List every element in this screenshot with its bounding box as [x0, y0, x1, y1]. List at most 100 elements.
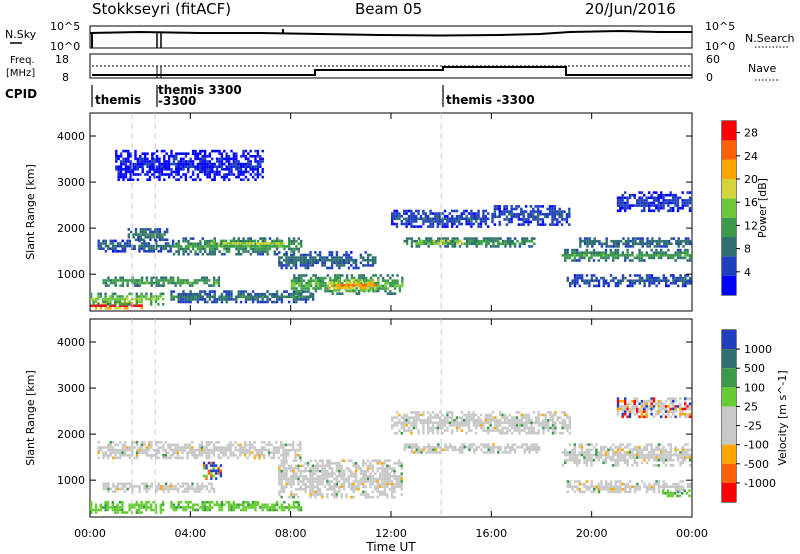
power-band-5 [127, 228, 169, 242]
velocity-colorbar-swatch-2 [722, 368, 736, 388]
plot-title: Stokkseyri (fitACF) [92, 0, 231, 18]
velocity-ylabel: Slant Range [km] [24, 370, 37, 466]
power-ylabel: Slant Range [km] [24, 164, 37, 260]
power-ytick-1: 2000 [57, 222, 85, 235]
cpid-label: CPID [5, 87, 37, 101]
velocity-band-5 [403, 443, 541, 454]
noise-tick-bottom-left: 10^0 [50, 40, 80, 53]
power-band-15 [561, 248, 692, 262]
freq-panel: Freq. [MHz] 18 8 60 0 Nave [6, 53, 780, 84]
noise-left-label: N.Sky [5, 28, 37, 41]
velocity-ytick-3: 4000 [57, 336, 85, 349]
power-band-4 [97, 239, 175, 253]
velocity-band-1 [170, 500, 303, 512]
nave-tick-top: 60 [706, 53, 720, 66]
power-colorbar-label: Power [dB] [756, 178, 769, 238]
velocity-colorbar-swatch-3 [722, 387, 736, 407]
freq-tick-bottom: 8 [62, 71, 69, 84]
nave-label: Nave [748, 62, 776, 75]
velocity-colorbar-swatch-4 [722, 406, 736, 426]
x-tick-4: 16:00 [475, 527, 507, 540]
power-band-8 [278, 251, 377, 270]
power-band-2 [102, 276, 221, 287]
velocity-colorbar-label: Velocity [m s^-1] [776, 370, 789, 465]
power-band-18 [616, 191, 692, 213]
velocity-ytick-1: 2000 [57, 428, 85, 441]
x-axis-label: Time UT [365, 540, 416, 554]
velocity-band-11 [202, 461, 223, 480]
velocity-colorbar-tick-2: 100 [744, 381, 765, 394]
velocity-band-3 [97, 441, 302, 460]
velocity-band-8 [566, 480, 692, 494]
power-colorbar-tick-1: 8 [744, 243, 751, 256]
velocity-band-9 [616, 397, 692, 419]
power-colorbar-swatch-1 [722, 256, 736, 276]
noise-tick-top-right: 10^5 [705, 20, 735, 33]
freq-label: Freq. [10, 55, 35, 66]
velocity-band-10 [661, 489, 691, 498]
cpid-entry-3: -3300 [158, 94, 196, 108]
noise-tick-top-left: 10^5 [50, 20, 80, 33]
power-colorbar-tick-5: 24 [744, 150, 758, 163]
velocity-colorbar-swatch-1 [722, 349, 736, 369]
velocity-colorbar-swatch-0 [722, 330, 736, 350]
power-ytick-0: 1000 [57, 268, 85, 281]
velocity-band-2 [102, 482, 216, 493]
power-band-1 [90, 292, 165, 306]
noise-trace [89, 29, 692, 37]
x-tick-2: 08:00 [275, 527, 307, 540]
power-colorbar-swatch-8 [722, 121, 736, 141]
velocity-panel: 1000 2000 3000 4000 Slant Range [km] 1000 50… [24, 318, 789, 518]
power-band-13 [391, 209, 490, 228]
x-tick-1: 04:00 [174, 527, 206, 540]
power-colorbar-swatch-2 [722, 237, 736, 257]
velocity-colorbar-tick-0: 1000 [744, 343, 772, 356]
velocity-colorbar-tick-3: 25 [744, 400, 758, 413]
velocity-colorbar-tick-5: -100 [744, 439, 769, 452]
freq-unit-label: [MHz] [6, 68, 35, 79]
power-ytick-2: 3000 [57, 176, 85, 189]
date-label: 20/Jun/2016 [585, 0, 676, 18]
velocity-colorbar-swatch-6 [722, 444, 736, 464]
noise-tick-bottom-right: 10^0 [705, 40, 735, 53]
freq-trace [92, 66, 692, 76]
cpid-panel: CPID themis themis 3300 -3300 themis -33… [5, 83, 535, 108]
cpid-entry-4: themis -3300 [446, 93, 535, 107]
velocity-ytick-0: 1000 [57, 474, 85, 487]
x-tick-5: 20:00 [576, 527, 608, 540]
cpid-entry-2: themis 3300 [158, 83, 242, 97]
power-band-7 [210, 239, 285, 248]
power-colorbar-swatch-3 [722, 217, 736, 237]
velocity-colorbar-tick-4: -25 [744, 420, 762, 433]
power-band-17 [566, 274, 692, 288]
power-colorbar-tick-4: 20 [744, 173, 758, 186]
power-band-14 [491, 205, 571, 226]
power-colorbar-swatch-4 [722, 198, 736, 218]
power-colorbar-tick-2: 12 [744, 219, 758, 232]
velocity-colorbar-tick-7: -1000 [744, 477, 776, 490]
velocity-band-4 [278, 459, 403, 499]
power-colorbar-swatch-6 [722, 159, 736, 179]
velocity-colorbar-tick-1: 500 [744, 362, 765, 375]
power-colorbar-swatch-5 [722, 179, 736, 199]
power-ytick-3: 4000 [57, 130, 85, 143]
velocity-colorbar-tick-6: -500 [744, 458, 769, 471]
velocity-ytick-2: 3000 [57, 382, 85, 395]
power-panel: 1000 2000 3000 4000 Slant Range [km] 4 8 12 16… [24, 112, 769, 312]
velocity-colorbar-swatch-8 [722, 482, 736, 502]
power-band-10 [328, 278, 377, 292]
velocity-colorbar-swatch-5 [722, 425, 736, 445]
beam-label: Beam 05 [355, 0, 422, 18]
power-band-16 [579, 237, 692, 248]
power-colorbar-tick-6: 28 [744, 127, 758, 140]
x-tick-0: 00:00 [74, 527, 106, 540]
power-band-19 [115, 149, 264, 181]
velocity-band-6 [391, 411, 571, 435]
power-band-3 [170, 290, 315, 304]
x-tick-3: 12:00 [375, 527, 407, 540]
power-colorbar-tick-3: 16 [744, 196, 758, 209]
power-band-12 [416, 239, 465, 245]
velocity-colorbar-swatch-7 [722, 463, 736, 483]
velocity-band-0 [90, 500, 165, 514]
